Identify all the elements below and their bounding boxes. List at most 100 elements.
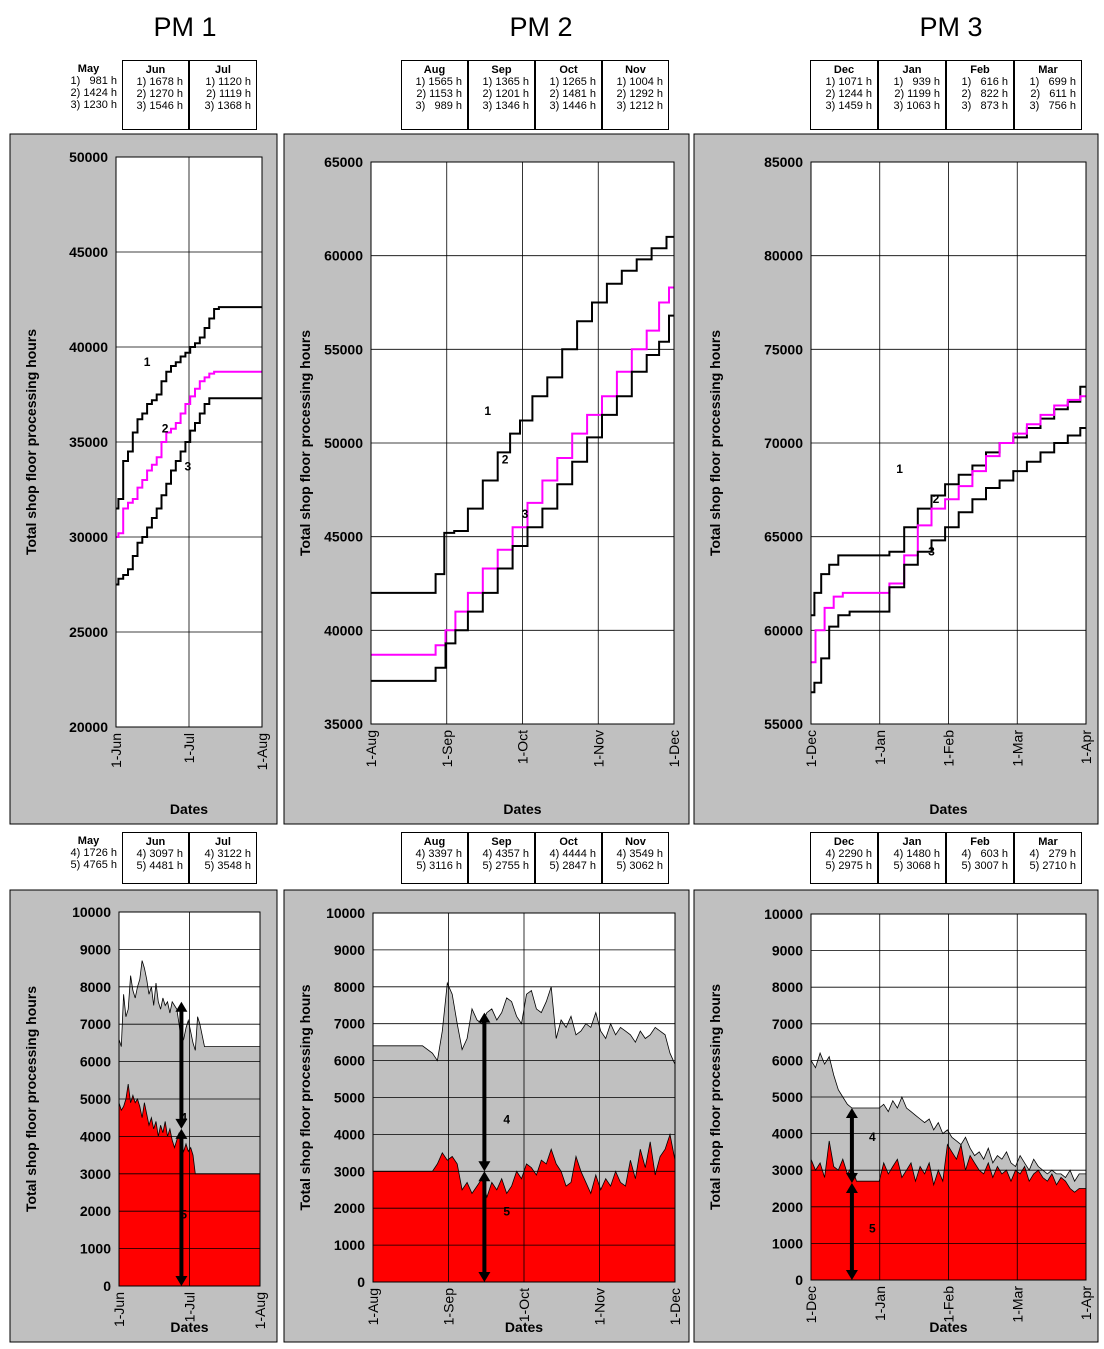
line-series-3 bbox=[371, 314, 674, 682]
month-header: Dec bbox=[833, 64, 855, 76]
month-value: 5) 2975 h bbox=[825, 860, 872, 872]
month-value: 4) 279 h bbox=[1029, 848, 1076, 860]
month-column: Nov 1) 1004 h 2) 1292 h 3) 1212 h bbox=[602, 60, 669, 130]
month-value: 3) 1230 h bbox=[70, 99, 117, 111]
month-column: Aug 4) 3397 h 5) 3116 h bbox=[401, 832, 468, 884]
month-value: 3) 1546 h bbox=[136, 100, 183, 112]
x-axis-title: Dates bbox=[503, 801, 541, 817]
month-header: Oct bbox=[559, 64, 578, 76]
month-header: Nov bbox=[625, 836, 646, 848]
month-value: 5) 3548 h bbox=[204, 860, 251, 872]
month-column: Feb 1) 616 h 2) 822 h 3) 873 h bbox=[946, 60, 1014, 130]
y-tick-label: 60000 bbox=[764, 622, 803, 638]
y-tick-label: 10000 bbox=[764, 906, 803, 922]
month-value: 1) 616 h bbox=[961, 76, 1008, 88]
month-header: Jul bbox=[215, 836, 231, 848]
line-series-1 bbox=[371, 235, 674, 594]
double-arrow bbox=[175, 1001, 188, 1286]
x-axis-title: Dates bbox=[929, 1319, 967, 1335]
month-table: May 1) 981 h 2) 1424 h 3) 1230 h Jun 1) 1678 … bbox=[0, 60, 1104, 130]
month-header: May bbox=[77, 835, 100, 847]
y-tick-label: 20000 bbox=[69, 719, 108, 735]
plot-border bbox=[370, 161, 675, 725]
series-annotation-2: 2 bbox=[933, 492, 940, 506]
x-tick-label: 1-Dec bbox=[803, 730, 819, 767]
x-tick-label: 1-Dec bbox=[667, 1288, 683, 1325]
month-value: 5) 4481 h bbox=[136, 860, 183, 872]
series-annotation-5: 5 bbox=[180, 1208, 187, 1222]
series-annotation-1: 1 bbox=[144, 355, 151, 369]
y-tick-label: 1000 bbox=[334, 1237, 365, 1253]
y-tick-label: 70000 bbox=[764, 435, 803, 451]
y-axis-title: Total shop floor processing hours bbox=[297, 330, 313, 556]
month-value: 4) 3122 h bbox=[204, 848, 251, 860]
line-series-1 bbox=[116, 306, 262, 510]
x-tick-label: 1-Aug bbox=[254, 733, 270, 770]
y-tick-label: 10000 bbox=[326, 905, 365, 921]
month-header: Feb bbox=[970, 64, 990, 76]
month-header: Oct bbox=[559, 836, 578, 848]
y-tick-label: 7000 bbox=[772, 1016, 803, 1032]
month-value: 2) 1292 h bbox=[616, 88, 663, 100]
month-value: 1) 939 h bbox=[893, 76, 940, 88]
y-tick-label: 8000 bbox=[772, 979, 803, 995]
month-value: 1) 1265 h bbox=[549, 76, 596, 88]
x-tick-label: 1-Apr bbox=[1078, 730, 1094, 765]
month-header: Jul bbox=[215, 64, 231, 76]
y-tick-label: 6000 bbox=[772, 1052, 803, 1068]
x-axis-title: Dates bbox=[505, 1319, 543, 1335]
month-value: 2) 1199 h bbox=[894, 88, 940, 100]
month-value: 3) 756 h bbox=[1029, 100, 1076, 112]
month-value: 5) 3116 h bbox=[416, 860, 462, 872]
series-annotation-5: 5 bbox=[503, 1205, 510, 1219]
month-column: Sep 1) 1365 h 2) 1201 h 3) 1346 h bbox=[468, 60, 535, 130]
month-header: May bbox=[77, 63, 100, 75]
month-value: 4) 2290 h bbox=[825, 848, 872, 860]
month-value: 1) 1678 h bbox=[136, 76, 183, 88]
y-tick-label: 8000 bbox=[80, 979, 111, 995]
x-tick-label: 1-Apr bbox=[1078, 1286, 1094, 1321]
y-tick-label: 65000 bbox=[764, 529, 803, 545]
y-tick-label: 4000 bbox=[334, 1126, 365, 1142]
month-value: 3) 1459 h bbox=[825, 100, 872, 112]
month-column: Jun 4) 3097 h 5) 4481 h bbox=[122, 832, 189, 884]
month-header: Jan bbox=[902, 64, 922, 76]
plot-border bbox=[810, 161, 1087, 725]
pm-title-2: PM 2 bbox=[509, 12, 573, 42]
x-tick-label: 1-Sep bbox=[441, 1288, 457, 1326]
x-tick-label: 1-Jan bbox=[872, 730, 888, 765]
y-tick-label: 55000 bbox=[324, 341, 363, 357]
month-column: Oct 1) 1265 h 2) 1481 h 3) 1446 h bbox=[535, 60, 602, 130]
month-column: Jul 1) 1120 h 2) 1119 h 3) 1368 h bbox=[189, 60, 257, 130]
month-header: Nov bbox=[625, 64, 646, 76]
month-value: 4) 603 h bbox=[961, 848, 1008, 860]
line-series-2 bbox=[116, 370, 262, 538]
y-tick-label: 0 bbox=[103, 1278, 111, 1294]
series-annotation-3: 3 bbox=[184, 460, 191, 474]
y-tick-label: 65000 bbox=[324, 154, 363, 170]
x-tick-label: 1-Jul bbox=[182, 1292, 198, 1322]
month-header: Sep bbox=[491, 836, 512, 848]
y-axis-title: Total shop floor processing hours bbox=[23, 986, 39, 1212]
y-tick-label: 5000 bbox=[772, 1089, 803, 1105]
double-arrow bbox=[845, 1107, 858, 1280]
y-axis-title: Total shop floor processing hours bbox=[23, 329, 39, 555]
month-column: Nov 4) 3549 h 5) 3062 h bbox=[602, 832, 669, 884]
month-value: 1) 1565 h bbox=[415, 76, 462, 88]
series-annotation-3: 3 bbox=[928, 544, 935, 558]
month-value: 5) 3062 h bbox=[616, 860, 663, 872]
y-tick-label: 5000 bbox=[80, 1091, 111, 1107]
y-tick-label: 6000 bbox=[334, 1053, 365, 1069]
y-tick-label: 2000 bbox=[772, 1199, 803, 1215]
chart-6: 0 1000 2000 3000 4000 5000 6000 7000 8000 9000 100… bbox=[693, 889, 1099, 1343]
x-tick-label: 1-Aug bbox=[365, 1288, 381, 1325]
month-value: 5) 3068 h bbox=[893, 860, 940, 872]
month-header: Jan bbox=[902, 836, 922, 848]
month-column: Dec 1) 1071 h 2) 1244 h 3) 1459 h bbox=[810, 60, 878, 130]
x-tick-label: 1-Oct bbox=[516, 1288, 532, 1322]
chart-5: 0 1000 2000 3000 4000 5000 6000 7000 8000 9000 100… bbox=[283, 889, 690, 1343]
x-tick-label: 1-Feb bbox=[941, 1286, 957, 1323]
x-tick-label: 1-Feb bbox=[941, 730, 957, 767]
y-tick-label: 4000 bbox=[80, 1128, 111, 1144]
x-tick-label: 1-Jul bbox=[181, 733, 197, 763]
